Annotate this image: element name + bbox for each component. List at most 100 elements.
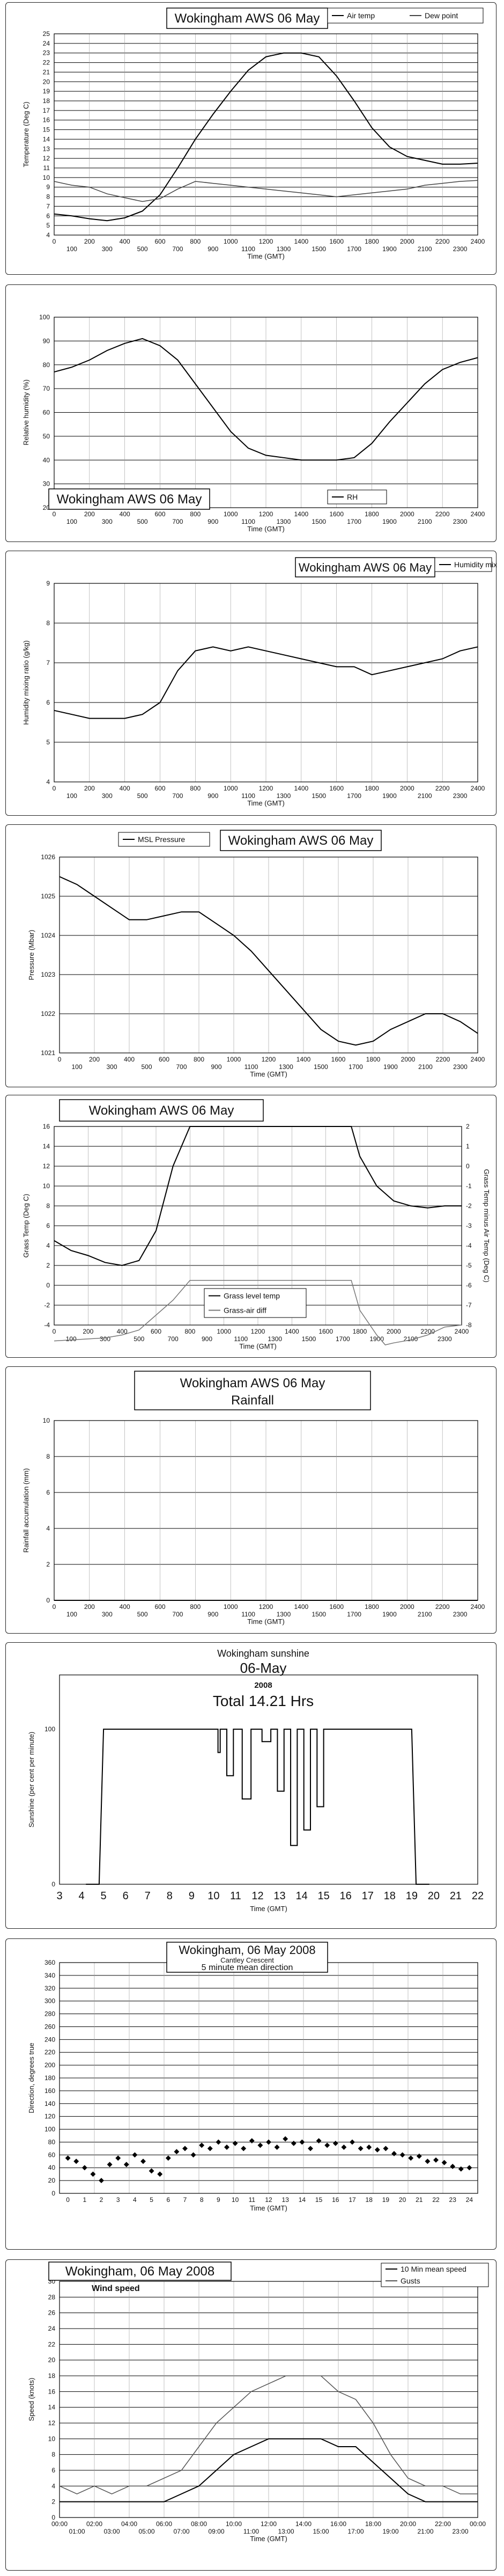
data-point [274, 2145, 280, 2150]
y-tick-label: 16 [43, 1123, 50, 1130]
chart-title: Wokingham AWS 06 May [299, 561, 432, 574]
x-tick-label: 1000 [224, 238, 238, 245]
x-tick-label: 14:00 [295, 2520, 312, 2528]
y-tick-label: 140 [45, 2100, 55, 2107]
x-tick-label: 1100 [241, 792, 255, 800]
x-tick-label: 1800 [365, 1603, 379, 1611]
data-point [383, 2146, 389, 2151]
x-axis-label: Time (GMT) [250, 1070, 287, 1078]
data-point [207, 2146, 213, 2151]
x-tick-label: 2100 [418, 518, 432, 525]
panel-wind-direction: 0 20 40 60 80 100 120 140 160 180 200 220 240 260 280 3… [5, 1938, 496, 2250]
x-tick-label: 2200 [436, 1056, 450, 1063]
x-gridlines [59, 857, 478, 1053]
x-tick-label: 24 [466, 2196, 473, 2204]
series-line [54, 338, 478, 461]
x-tick-label: 1400 [297, 1056, 311, 1063]
x-tick-label: 800 [194, 1056, 204, 1063]
title-box [134, 1371, 371, 1410]
chart-subtitle: Cantley Crescent [220, 1956, 274, 1964]
y-tick-label: 4 [46, 1525, 50, 1532]
x-tick-label: 700 [172, 518, 183, 525]
plot-frame [59, 1674, 478, 1885]
chart-title: Wokingham AWS 06 May [57, 492, 202, 507]
x-tick-label: 1900 [382, 792, 397, 800]
data-point [366, 2145, 372, 2150]
y-tick-label: 5 [46, 738, 50, 746]
y-tick-label: 60 [48, 2151, 56, 2158]
x-axis-label: Time (GMT) [250, 2535, 287, 2543]
x-tick-label: 1600 [318, 1328, 333, 1335]
y-tick-label: 17 [43, 107, 50, 114]
series-line [60, 2438, 478, 2502]
x-tick-label: 500 [137, 245, 148, 253]
x-tick-label: 900 [202, 1335, 212, 1343]
x-tick-label: 11 [230, 1890, 241, 1902]
panel-grass-temp: -4 -2 0 2 4 6 8 10 12 14 16 -8 -7 -6 -5 -4 -3 -2 -1 0 1 2 0 200… [5, 1095, 496, 1358]
x-tick-label: 20:00 [400, 2520, 416, 2528]
x-tick-label: 1500 [312, 1611, 326, 1618]
y-right-tick-label: -8 [466, 1321, 472, 1329]
x-tick-label: 1200 [259, 1603, 273, 1611]
x-tick-label: 2400 [455, 1328, 469, 1335]
y-tick-label: 18 [43, 97, 50, 105]
chart-annotation: 5 minute mean direction [202, 1963, 293, 1972]
x-tick-label: 3 [56, 1890, 62, 1902]
x-tick-label: 900 [207, 245, 218, 253]
x-tick-label: 5 [150, 2196, 153, 2204]
x-tick-label: 1700 [347, 518, 361, 525]
x-axis-label: Time (GMT) [247, 799, 285, 807]
x-tick-label: 1300 [268, 1335, 282, 1343]
y-tick-label: 80 [48, 2138, 56, 2146]
y-tick-label: 13 [43, 145, 50, 152]
y-tick-label: 4 [46, 778, 50, 786]
x-tick-label: 100 [66, 518, 77, 525]
chart-subtitle: Rainfall [231, 1393, 274, 1408]
y-axis-label: Temperature (Deg C) [22, 101, 30, 167]
x-tick-label: 20 [399, 2196, 406, 2204]
x-tick-label: 1800 [365, 510, 379, 518]
y-tick-label: 24 [48, 2325, 56, 2332]
x-tick-label: 700 [172, 245, 183, 253]
x-tick-label: 200 [84, 510, 95, 518]
y-tick-label: 90 [43, 337, 50, 345]
legend-entry: 10 Min mean speed [401, 2265, 466, 2273]
x-tick-label: 22 [432, 2196, 440, 2204]
x-tick-label: 07:00 [173, 2528, 189, 2535]
y-tick-label: 5 [46, 222, 50, 229]
x-tick-label: 1500 [312, 245, 326, 253]
x-tick-label: 0 [53, 1328, 56, 1335]
data-point [399, 2152, 405, 2158]
y-tick-label: 6 [46, 1489, 50, 1496]
x-tick-label: 1 [83, 2196, 86, 2204]
y-right-axis-label: Grass Temp minus Air Temp (Deg C) [483, 1169, 491, 1282]
y-axis-label: Pressure (Mbar) [27, 930, 35, 980]
data-point [466, 2165, 472, 2171]
x-tick-label: 2300 [453, 1063, 468, 1071]
x-tick-label: 2400 [471, 238, 485, 245]
x-tick-label: 13:00 [278, 2528, 294, 2535]
data-point [299, 2139, 305, 2145]
y-tick-label: 0 [51, 1880, 55, 1888]
x-tick-label: 800 [190, 238, 201, 245]
x-axis-label: Time (GMT) [239, 1342, 277, 1350]
title-box [220, 830, 382, 851]
data-point [391, 2150, 397, 2156]
x-tick-label: 500 [137, 518, 148, 525]
x-tick-label: 100 [66, 1335, 77, 1343]
x-axis-label: Time (GMT) [250, 2204, 287, 2212]
x-tick-label: 2100 [404, 1335, 418, 1343]
data-point [425, 2158, 431, 2164]
x-tick-label: 700 [172, 1611, 183, 1618]
x-tick-label: 2000 [400, 785, 414, 792]
y-tick-label: 20 [48, 2357, 56, 2364]
x-tick-label: 06:00 [156, 2520, 172, 2528]
title-box [48, 488, 210, 510]
y-tick-label: 1021 [41, 1049, 55, 1057]
data-point [374, 2147, 380, 2153]
y-tick-label: 25 [43, 30, 50, 38]
series-line [59, 876, 478, 1046]
y-tick-label: 18 [48, 2372, 56, 2380]
y-tick-label: 160 [45, 2087, 55, 2095]
